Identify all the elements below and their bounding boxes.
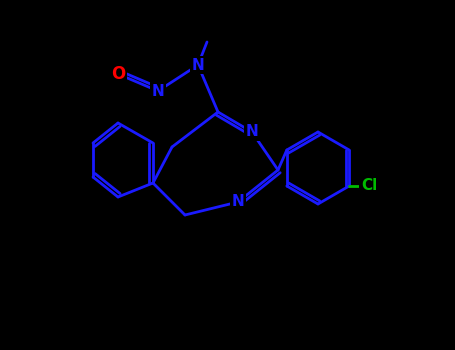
Text: N: N	[232, 195, 244, 210]
Text: N: N	[152, 84, 164, 98]
Text: N: N	[246, 125, 258, 140]
Text: Cl: Cl	[361, 178, 377, 194]
Text: O: O	[111, 65, 125, 83]
Text: N: N	[192, 57, 204, 72]
